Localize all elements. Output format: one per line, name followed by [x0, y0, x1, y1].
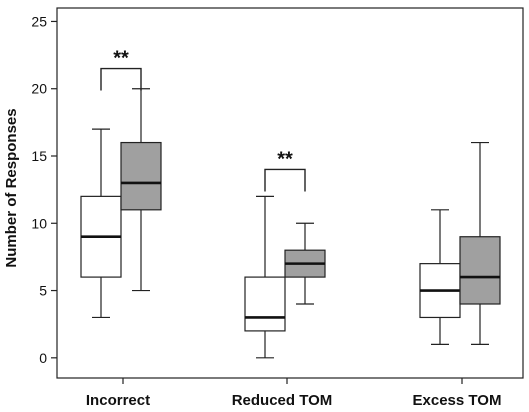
y-tick-label: 5 — [39, 283, 47, 299]
plot-frame — [56, 7, 524, 379]
y-tick-label: 25 — [31, 13, 47, 29]
y-tick-label: 15 — [31, 148, 47, 164]
x-category-label: Incorrect — [86, 392, 150, 409]
x-category-label: Excess TOM — [413, 392, 502, 409]
significance-bracket — [100, 67, 142, 91]
iqr-box — [244, 276, 286, 332]
significance-bracket — [264, 168, 306, 192]
x-category-label: Reduced TOM — [232, 392, 333, 409]
iqr-box — [459, 236, 501, 305]
significance-label: ** — [277, 148, 293, 170]
plot-area: 0 5 10 15 20 25 Incorrect Reduced TOM Excess TOM… — [31, 7, 524, 409]
y-axis-title: Number of Responses — [3, 108, 20, 267]
iqr-box — [120, 141, 162, 211]
y-tick-label: 0 — [39, 350, 47, 366]
significance-label: ** — [113, 48, 129, 70]
y-tick-label: 20 — [31, 81, 47, 97]
y-tick-label: 10 — [31, 215, 47, 231]
